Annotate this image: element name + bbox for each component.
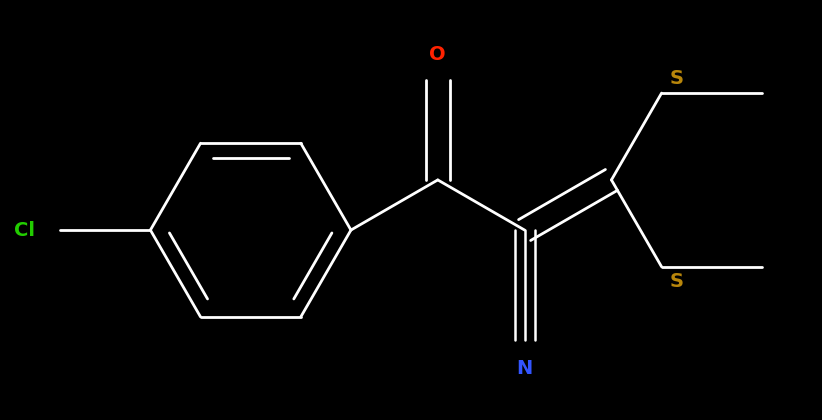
Text: N: N: [516, 359, 533, 378]
Text: S: S: [670, 68, 684, 87]
Text: Cl: Cl: [14, 220, 35, 239]
Text: S: S: [670, 272, 684, 291]
Text: O: O: [429, 45, 446, 64]
